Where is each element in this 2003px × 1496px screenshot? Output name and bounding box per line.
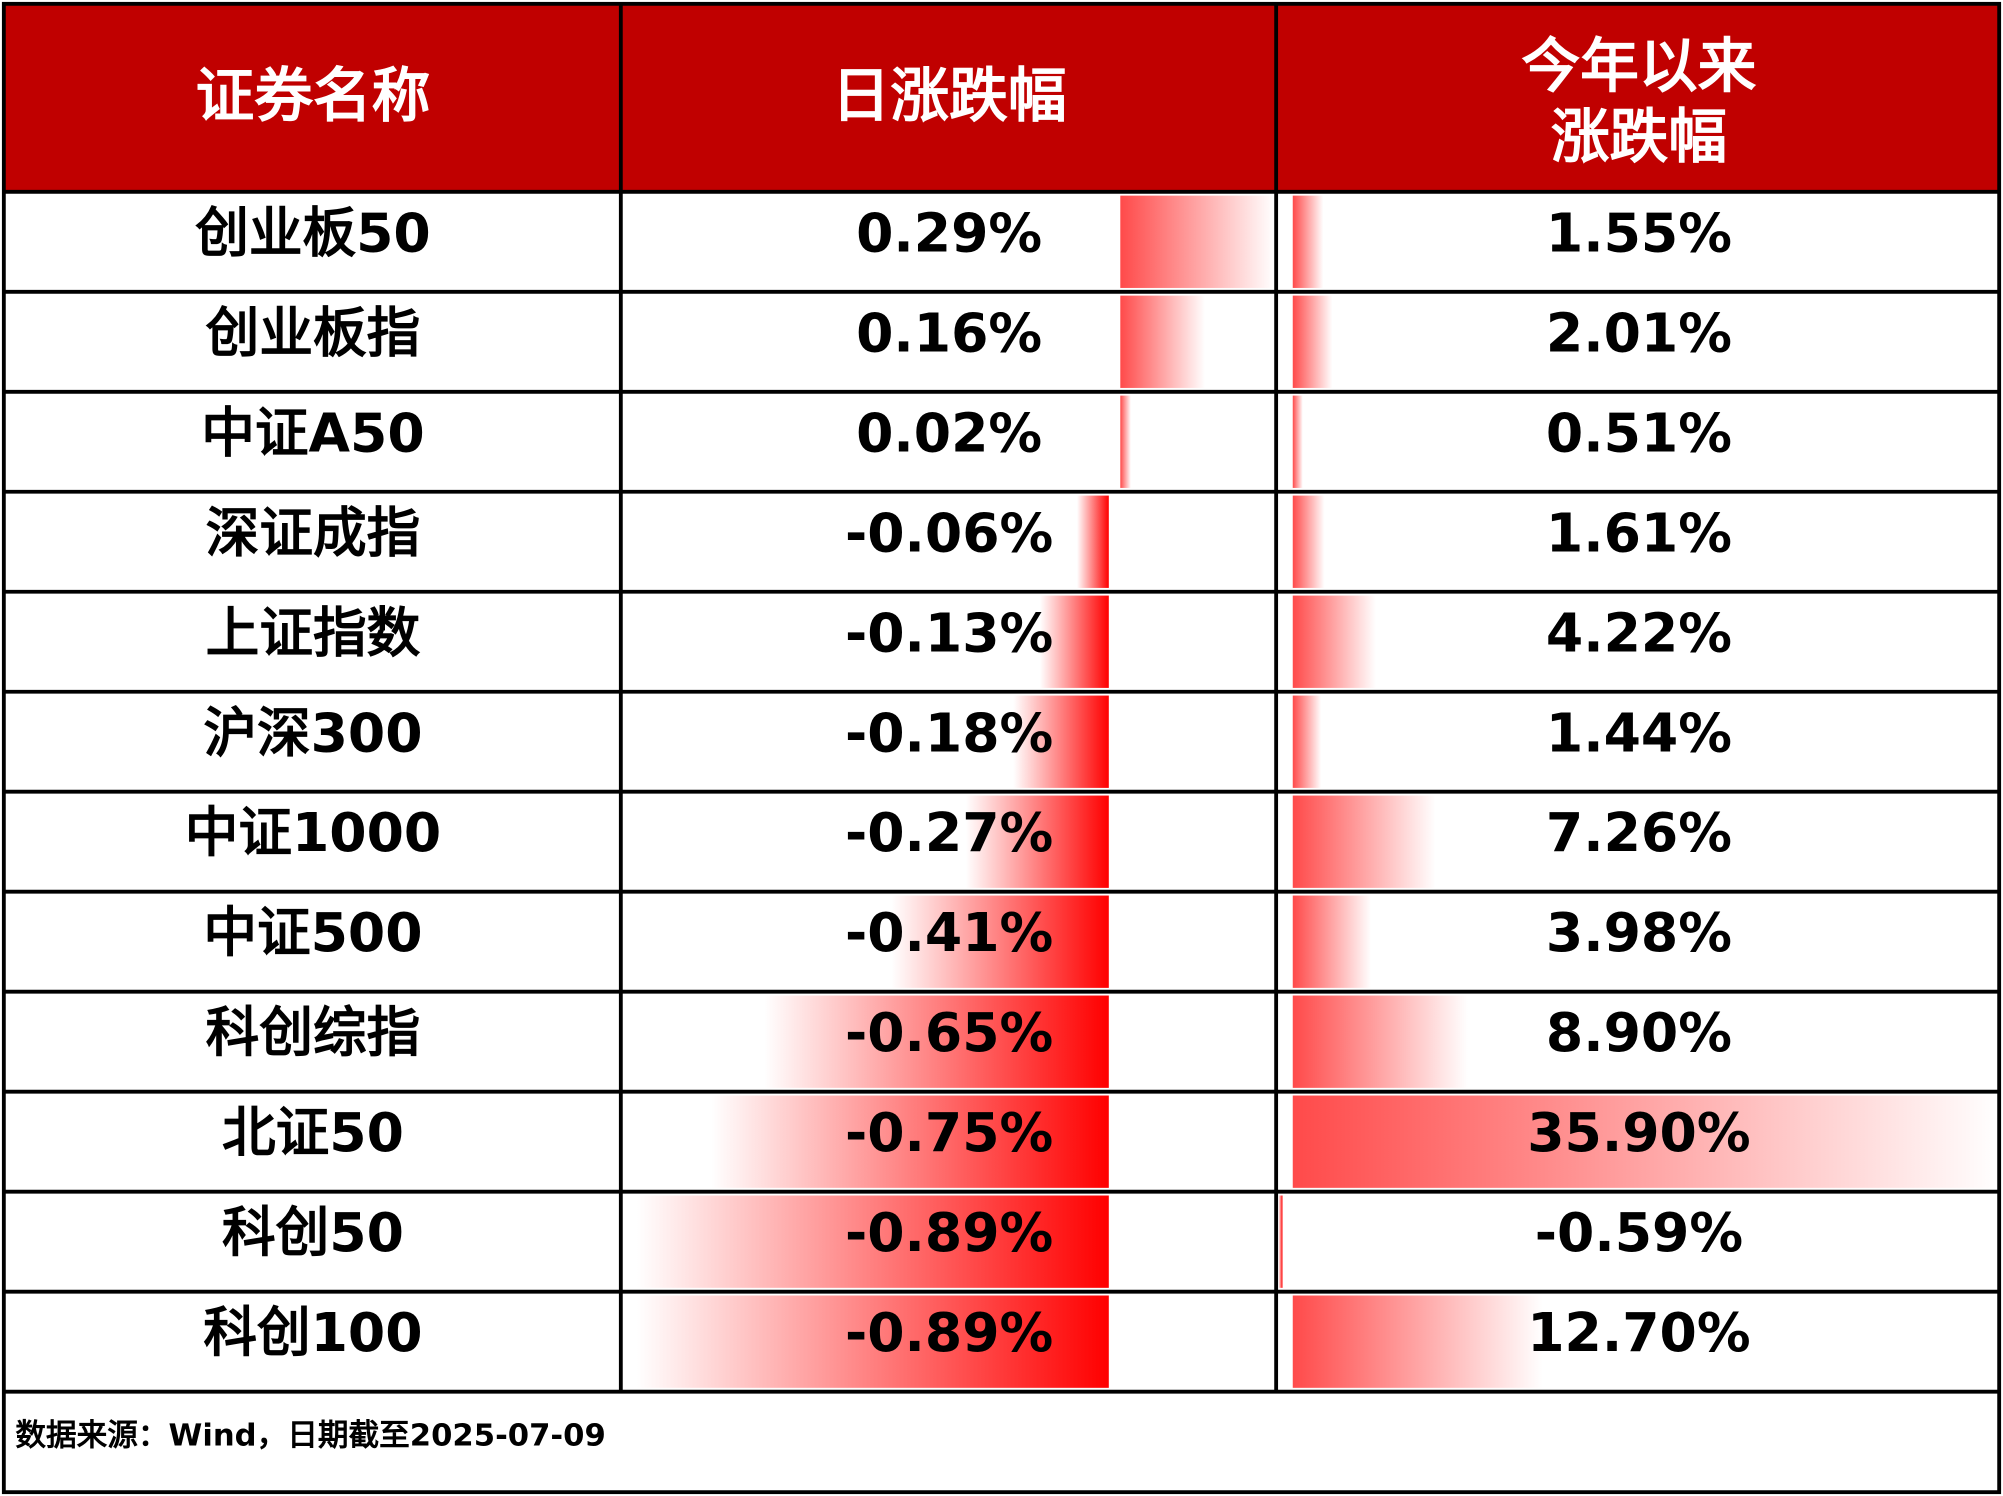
cell-name: 中证500	[203, 901, 422, 964]
data-bar	[1013, 695, 1109, 788]
header-cell: 涨跌幅	[1551, 102, 1727, 171]
data-bar	[1292, 395, 1303, 488]
data-bar	[764, 995, 1109, 1088]
data-bar	[965, 795, 1109, 888]
cell-name: 创业板指	[205, 301, 421, 364]
cell-name: 科创100	[203, 1301, 422, 1364]
cell-daily: 0.02%	[856, 401, 1042, 464]
cell-ytd: 4.22%	[1546, 601, 1732, 664]
header-bg	[3, 3, 2000, 192]
cell-name: 中证1000	[185, 801, 442, 864]
cell-name: 创业板50	[194, 201, 431, 264]
header-cell: 今年以来	[1521, 31, 1756, 100]
cell-name: 科创综指	[206, 1001, 421, 1064]
data-bar	[1120, 195, 1275, 288]
cell-daily: -0.65%	[845, 1001, 1053, 1064]
cell-daily: -0.41%	[845, 901, 1053, 964]
cell-daily: -0.75%	[845, 1101, 1053, 1164]
cell-ytd: 8.90%	[1546, 1001, 1732, 1064]
data-bar	[1292, 895, 1372, 988]
cell-name: 深证成指	[206, 501, 421, 564]
cell-ytd: 2.01%	[1546, 301, 1732, 364]
cell-name: 沪深300	[203, 701, 422, 764]
cell-daily: -0.06%	[845, 501, 1053, 564]
data-bar	[711, 1095, 1109, 1188]
cell-daily: -0.27%	[845, 801, 1053, 864]
data-bar	[1292, 695, 1322, 788]
data-bar	[1278, 1195, 1283, 1288]
data-bar	[1292, 1095, 1999, 1188]
cell-name: 上证指数	[206, 601, 421, 664]
cell-ytd: 1.44%	[1546, 701, 1732, 764]
data-bar	[1292, 995, 1468, 1088]
cell-ytd: 1.55%	[1546, 201, 1732, 264]
cell-daily: 0.16%	[856, 301, 1042, 364]
data-bar	[1292, 495, 1325, 588]
data-bar	[1076, 495, 1109, 588]
data-bar	[1292, 295, 1333, 388]
data-bar	[1292, 795, 1436, 888]
data-bar	[636, 1195, 1109, 1288]
cell-ytd: 1.61%	[1546, 501, 1732, 564]
data-bar	[1292, 595, 1376, 688]
cell-daily: -0.89%	[845, 1201, 1053, 1264]
cell-daily: -0.13%	[845, 601, 1053, 664]
cell-name: 北证50	[222, 1101, 404, 1164]
data-bar	[1120, 295, 1206, 388]
header-cell: 证券名称	[195, 61, 430, 130]
cell-name: 科创50	[222, 1201, 404, 1264]
data-bar	[1120, 395, 1131, 488]
data-bar	[1292, 1295, 1543, 1388]
data-bar	[1292, 195, 1324, 288]
data-bar	[636, 1295, 1109, 1388]
cell-ytd: 12.70%	[1527, 1301, 1750, 1364]
cell-name: 中证A50	[201, 401, 424, 464]
cell-daily: -0.18%	[845, 701, 1053, 764]
cell-ytd: 3.98%	[1546, 901, 1732, 964]
data-bar	[1039, 595, 1109, 688]
cell-ytd: 7.26%	[1546, 801, 1732, 864]
cell-daily: 0.29%	[856, 201, 1042, 264]
data-bar	[891, 895, 1109, 988]
cell-ytd: 0.51%	[1546, 401, 1732, 464]
footer-note: 数据来源：Wind，日期截至2025-07-09	[15, 1419, 605, 1454]
cell-ytd: 35.90%	[1527, 1101, 1750, 1164]
cell-ytd: -0.59%	[1535, 1201, 1743, 1264]
header-cell: 日涨跌幅	[832, 61, 1067, 130]
cell-daily: -0.89%	[845, 1301, 1053, 1364]
